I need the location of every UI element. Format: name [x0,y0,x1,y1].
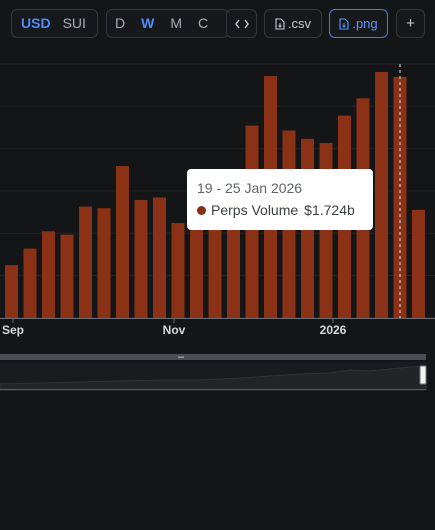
data-bar[interactable] [134,199,148,318]
file-icon [275,17,285,30]
plus-icon: + [406,15,415,32]
period-toggle: D W M C [106,9,229,38]
data-bar[interactable] [42,231,55,318]
currency-usd[interactable]: USD [21,15,51,31]
tooltip-title: 19 - 25 Jan 2026 [197,180,303,196]
data-bar[interactable] [171,223,185,318]
navigator-scrollbar[interactable] [0,354,426,360]
scrollbar-grip-icon [178,356,184,358]
data-bar[interactable] [153,197,166,318]
data-bar[interactable] [412,209,425,318]
download-csv-button[interactable]: .csv [264,9,322,38]
code-icon [234,19,249,29]
tooltip-row: Perps Volume $1.724b [197,202,373,218]
data-bar[interactable] [60,234,74,318]
currency-toggle: USD SUI [11,9,98,38]
x-tick-label: Sep [2,323,24,337]
csv-label: .csv [287,16,312,31]
range-navigator[interactable] [0,352,430,392]
currency-sui[interactable]: SUI [62,15,86,31]
data-bar[interactable] [23,248,37,318]
download-png-button[interactable]: .png [329,9,388,38]
period-cumulative[interactable]: C [198,15,209,31]
add-button[interactable]: + [396,9,425,38]
navigator-handle-right[interactable] [419,365,427,385]
period-monthly[interactable]: M [170,15,183,31]
file-icon [339,17,349,30]
data-bar[interactable] [375,71,388,319]
period-weekly[interactable]: W [141,15,155,31]
data-bar[interactable] [5,265,18,318]
data-bar[interactable] [208,206,222,318]
tooltip-value: $1.724b [304,202,355,218]
tooltip-series-name: Perps Volume [211,202,299,218]
data-bar[interactable] [190,210,203,318]
x-tick-label: 2026 [320,323,347,337]
data-bar[interactable] [79,206,92,318]
x-tick-label: Nov [163,323,186,337]
chart-tooltip: 19 - 25 Jan 2026 Perps Volume $1.724b [187,169,373,230]
png-label: .png [352,16,378,31]
data-bar[interactable] [97,208,111,318]
data-bar[interactable] [116,166,129,318]
series-color-dot [197,205,206,215]
period-daily[interactable]: D [115,15,126,31]
data-bar[interactable] [227,212,240,318]
embed-button[interactable] [226,9,257,38]
